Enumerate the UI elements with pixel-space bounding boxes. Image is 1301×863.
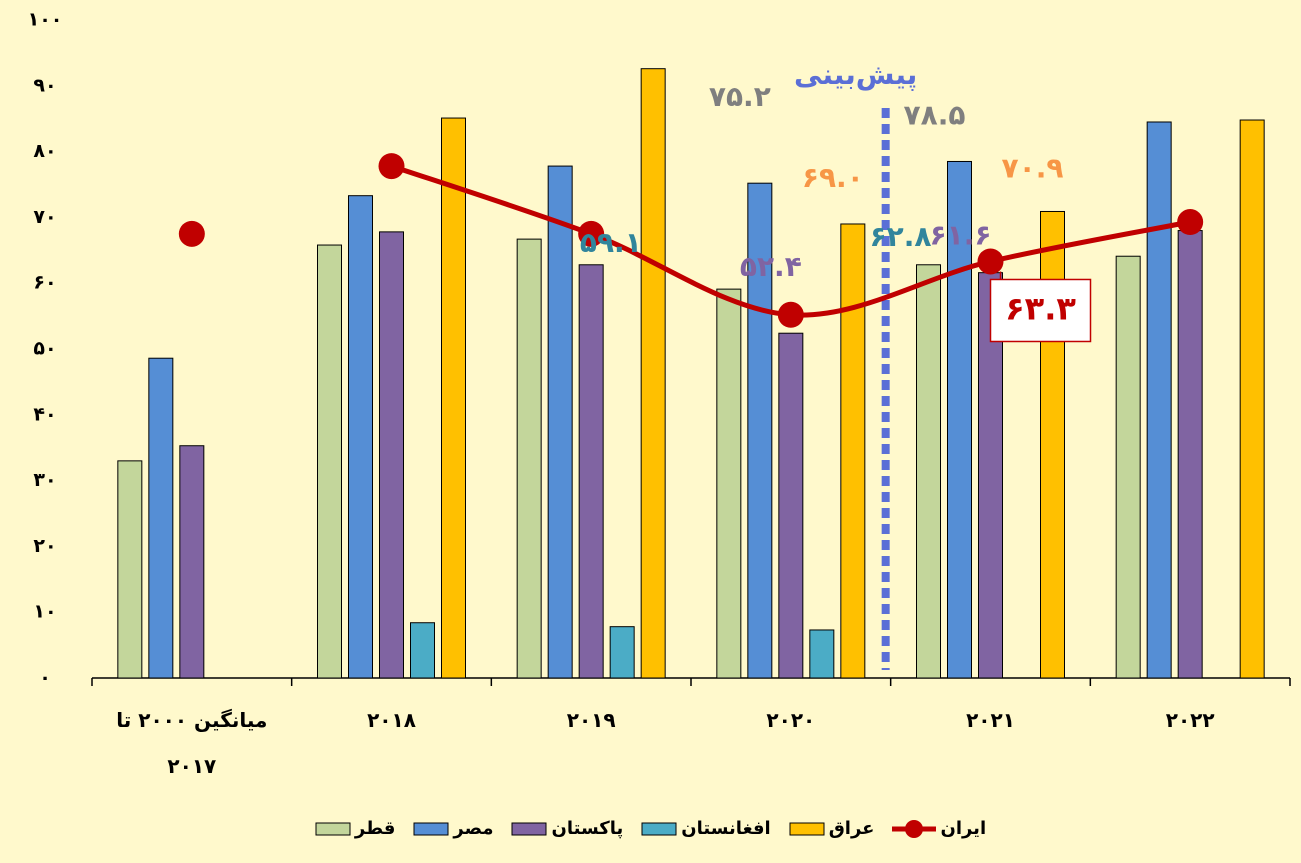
legend-rect xyxy=(789,822,825,835)
legend-label: قطر xyxy=(354,818,396,839)
y-tick-label: ۷۰ xyxy=(33,206,56,228)
marker xyxy=(977,248,1004,275)
legend-rect xyxy=(641,822,677,835)
legend-rect xyxy=(511,822,547,835)
bar xyxy=(747,182,773,679)
legend-rect xyxy=(413,822,449,835)
data-label: ۷۵.۲ xyxy=(709,80,771,113)
bar xyxy=(410,622,435,679)
x-tick-label: ۲۰۲۱ xyxy=(966,708,1015,732)
y-tick-label: ۰ xyxy=(39,667,51,689)
data-label: ۵۹.۱ xyxy=(580,226,642,259)
legend: ایران عراق افغانستان پاکستان مصر قطر xyxy=(0,818,1301,839)
bar xyxy=(809,629,835,679)
marker xyxy=(777,301,804,328)
legend-item: قطر xyxy=(315,818,396,839)
callout-box xyxy=(989,278,1092,343)
y-tick-label: ۵۰ xyxy=(33,338,56,360)
bar xyxy=(148,357,174,679)
legend-label: افغانستان xyxy=(681,818,771,839)
bar xyxy=(179,445,205,679)
legend-marker xyxy=(905,819,924,838)
x-tick-label: میانگین ۲۰۰۰ تا ۲۰۱۷ xyxy=(116,708,268,778)
legend-item: افغانستان xyxy=(641,818,771,839)
legend-swatch xyxy=(315,822,351,835)
legend-swatch xyxy=(892,819,937,838)
y-tick-label: ۶۰ xyxy=(33,272,56,294)
bar xyxy=(716,288,742,679)
data-label: ۷۰.۹ xyxy=(1002,151,1064,184)
bar xyxy=(317,244,342,679)
bar xyxy=(840,223,866,679)
bar xyxy=(1177,230,1203,679)
bar xyxy=(1239,119,1265,679)
legend-swatch xyxy=(789,822,825,835)
marker xyxy=(1177,209,1204,236)
bar xyxy=(609,626,635,679)
legend-swatch xyxy=(641,822,677,835)
legend-swatch xyxy=(511,822,547,835)
data-label: ۵۲.۴ xyxy=(740,250,802,283)
legend-label: عراق xyxy=(828,818,875,839)
marker xyxy=(178,220,205,247)
legend-rect xyxy=(315,822,351,835)
data-label: ۷۸.۵ xyxy=(904,98,966,131)
y-tick-label: ۱۰۰ xyxy=(28,9,63,31)
legend-label: پاکستان xyxy=(551,818,624,839)
bar xyxy=(947,160,972,679)
y-tick-label: ۲۰ xyxy=(33,535,56,557)
y-tick-label: ۱۰ xyxy=(33,601,56,623)
bar xyxy=(916,264,941,679)
data-label: ۶۱.۶ xyxy=(930,219,992,252)
annotation: پیش‌بینی xyxy=(794,58,917,91)
bar xyxy=(516,238,542,679)
y-tick-label: ۴۰ xyxy=(33,403,56,425)
bar xyxy=(441,117,466,679)
bar xyxy=(547,165,573,679)
y-tick-label: ۸۰ xyxy=(33,140,56,162)
y-tick-label: ۹۰ xyxy=(33,74,56,96)
bar xyxy=(117,460,143,679)
bar xyxy=(1115,255,1141,679)
data-label: ۶۲.۸ xyxy=(870,220,932,253)
marker xyxy=(378,153,405,180)
x-tick-label: ۲۰۲۲ xyxy=(1165,708,1215,732)
legend-item: عراق xyxy=(789,818,875,839)
bar xyxy=(348,195,373,679)
legend-item: ایران xyxy=(892,818,986,839)
data-label: ۶۹.۰ xyxy=(802,161,864,194)
legend-label: مصر xyxy=(453,818,494,839)
x-tick-label: ۲۰۱۸ xyxy=(367,708,416,732)
y-tick-label: ۳۰ xyxy=(33,469,56,491)
x-tick-label: ۲۰۱۹ xyxy=(566,708,616,732)
legend-label: ایران xyxy=(940,818,987,839)
x-tick-label: ۲۰۲۰ xyxy=(766,708,816,732)
marker xyxy=(578,220,605,247)
bar xyxy=(778,332,804,679)
data-label: ۶۳.۳ xyxy=(1005,289,1076,327)
legend-item: پاکستان xyxy=(511,818,623,839)
legend-swatch xyxy=(413,822,449,835)
bar xyxy=(1146,121,1172,679)
bar xyxy=(640,68,666,679)
bar xyxy=(578,264,604,679)
legend-item: مصر xyxy=(413,818,493,839)
bar xyxy=(379,231,404,679)
